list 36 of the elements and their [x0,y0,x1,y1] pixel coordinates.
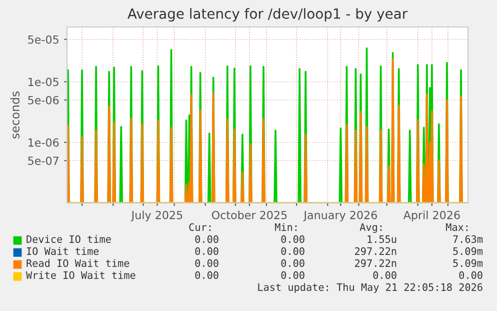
legend-label: Device IO time [26,235,111,243]
text: 0.00 [281,259,304,267]
text: Last update: Thu May 21 22:05:18 2026 [258,283,482,293]
text: 0.00 [281,247,304,255]
text: Min: [275,223,297,231]
text: 297.22n [355,247,396,255]
text: 0.00 [373,271,396,279]
text: 297.22n [355,259,396,267]
text: 0.00 [281,235,304,243]
text: 7.63m [453,235,483,243]
y-tick-label: 5e-06 [28,96,59,104]
y-tick-label: 5e-05 [28,35,58,44]
text: 5.09m [453,247,483,255]
text: Avg: [360,223,382,233]
x-tick-label: January 2026 [303,210,377,222]
chart-title: Average latency for /dev/loop1 - by year [128,8,408,22]
y-axis-title: seconds [10,91,20,138]
x-tick-label: October 2025 [212,210,287,220]
text: 0.00 [195,247,218,255]
y-tick-label: 1e-05 [28,78,58,86]
text: 0.00 [195,271,218,279]
legend-label: Read IO Wait time [26,259,130,267]
x-tick-label: April 2026 [403,210,460,222]
legend-label: IO Wait time [26,247,99,255]
text: 0.00 [459,271,482,279]
text: 0.00 [195,235,218,243]
text: 1.55u [368,235,396,243]
y-tick-label: 5e-07 [28,156,58,166]
y-tick-label: 1e-06 [28,138,59,147]
legend-label: Write IO Wait time [26,271,136,279]
x-tick-label: July 2025 [130,210,182,222]
text: 0.00 [281,271,304,279]
text: 5.09m [453,259,483,267]
text: Cur: [189,223,211,231]
text: 0.00 [195,259,218,267]
text: Max: [446,223,468,231]
